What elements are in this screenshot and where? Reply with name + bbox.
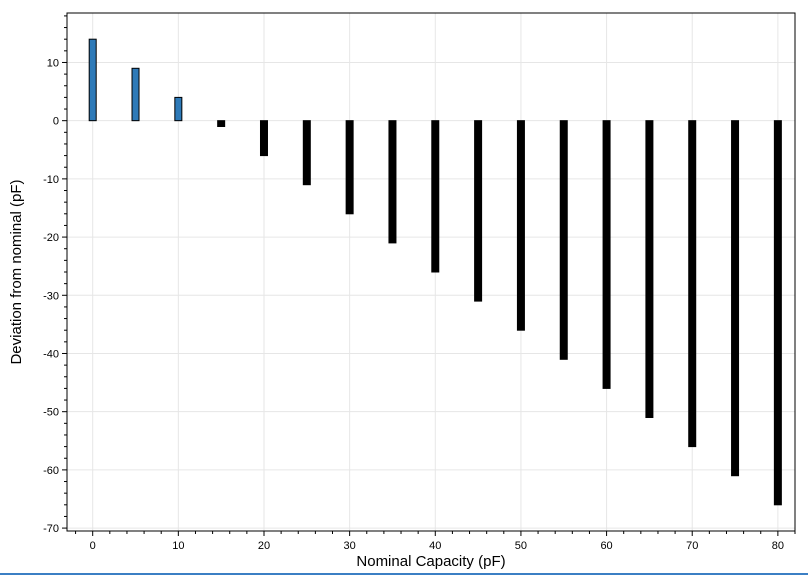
x-tick-label: 50 [515, 540, 527, 552]
bar-5 [131, 67, 140, 122]
window-bottom-border [0, 573, 808, 575]
bar-30 [345, 120, 354, 215]
y-axis: 10 0 -10 -20 -30 -40 -50 -60 -70 [43, 15, 67, 535]
x-tick-label: 30 [344, 540, 356, 552]
x-tick-label: 40 [429, 540, 441, 552]
bar-80 [773, 120, 782, 506]
bar-35 [388, 120, 397, 244]
y-tick-label: 0 [53, 116, 59, 128]
y-axis-title: Deviation from nominal (pF) [8, 179, 25, 364]
x-tick-label: 60 [600, 540, 612, 552]
bar-45 [474, 120, 483, 302]
bar-60 [602, 120, 611, 389]
x-tick-label: 80 [772, 540, 784, 552]
plot-background [67, 13, 795, 531]
y-tick-label: -30 [43, 290, 59, 302]
bar-70 [688, 120, 697, 448]
x-tick-label: 10 [172, 540, 184, 552]
x-tick-label: 0 [90, 540, 96, 552]
x-tick-label: 70 [686, 540, 698, 552]
bar-55 [559, 120, 568, 360]
y-tick-label: -40 [43, 348, 59, 360]
y-tick-label: -20 [43, 232, 59, 244]
x-axis: 0 10 20 30 40 50 60 70 80 [75, 531, 796, 552]
y-tick-label: -10 [43, 174, 59, 186]
x-tick-label: 20 [258, 540, 270, 552]
bar-0 [88, 38, 97, 122]
bar-25 [302, 120, 311, 186]
bar-10 [174, 96, 183, 122]
y-tick-label: -70 [43, 523, 59, 535]
x-axis-title: Nominal Capacity (pF) [356, 553, 505, 570]
bars [88, 38, 782, 506]
y-tick-label: -60 [43, 465, 59, 477]
bar-40 [431, 120, 440, 273]
bar-65 [645, 120, 654, 419]
bar-50 [516, 120, 525, 331]
bar-15 [217, 120, 226, 127]
y-tick-label: -50 [43, 407, 59, 419]
y-tick-label: 10 [47, 57, 59, 69]
bar-20 [259, 120, 268, 157]
bar-75 [731, 120, 740, 477]
